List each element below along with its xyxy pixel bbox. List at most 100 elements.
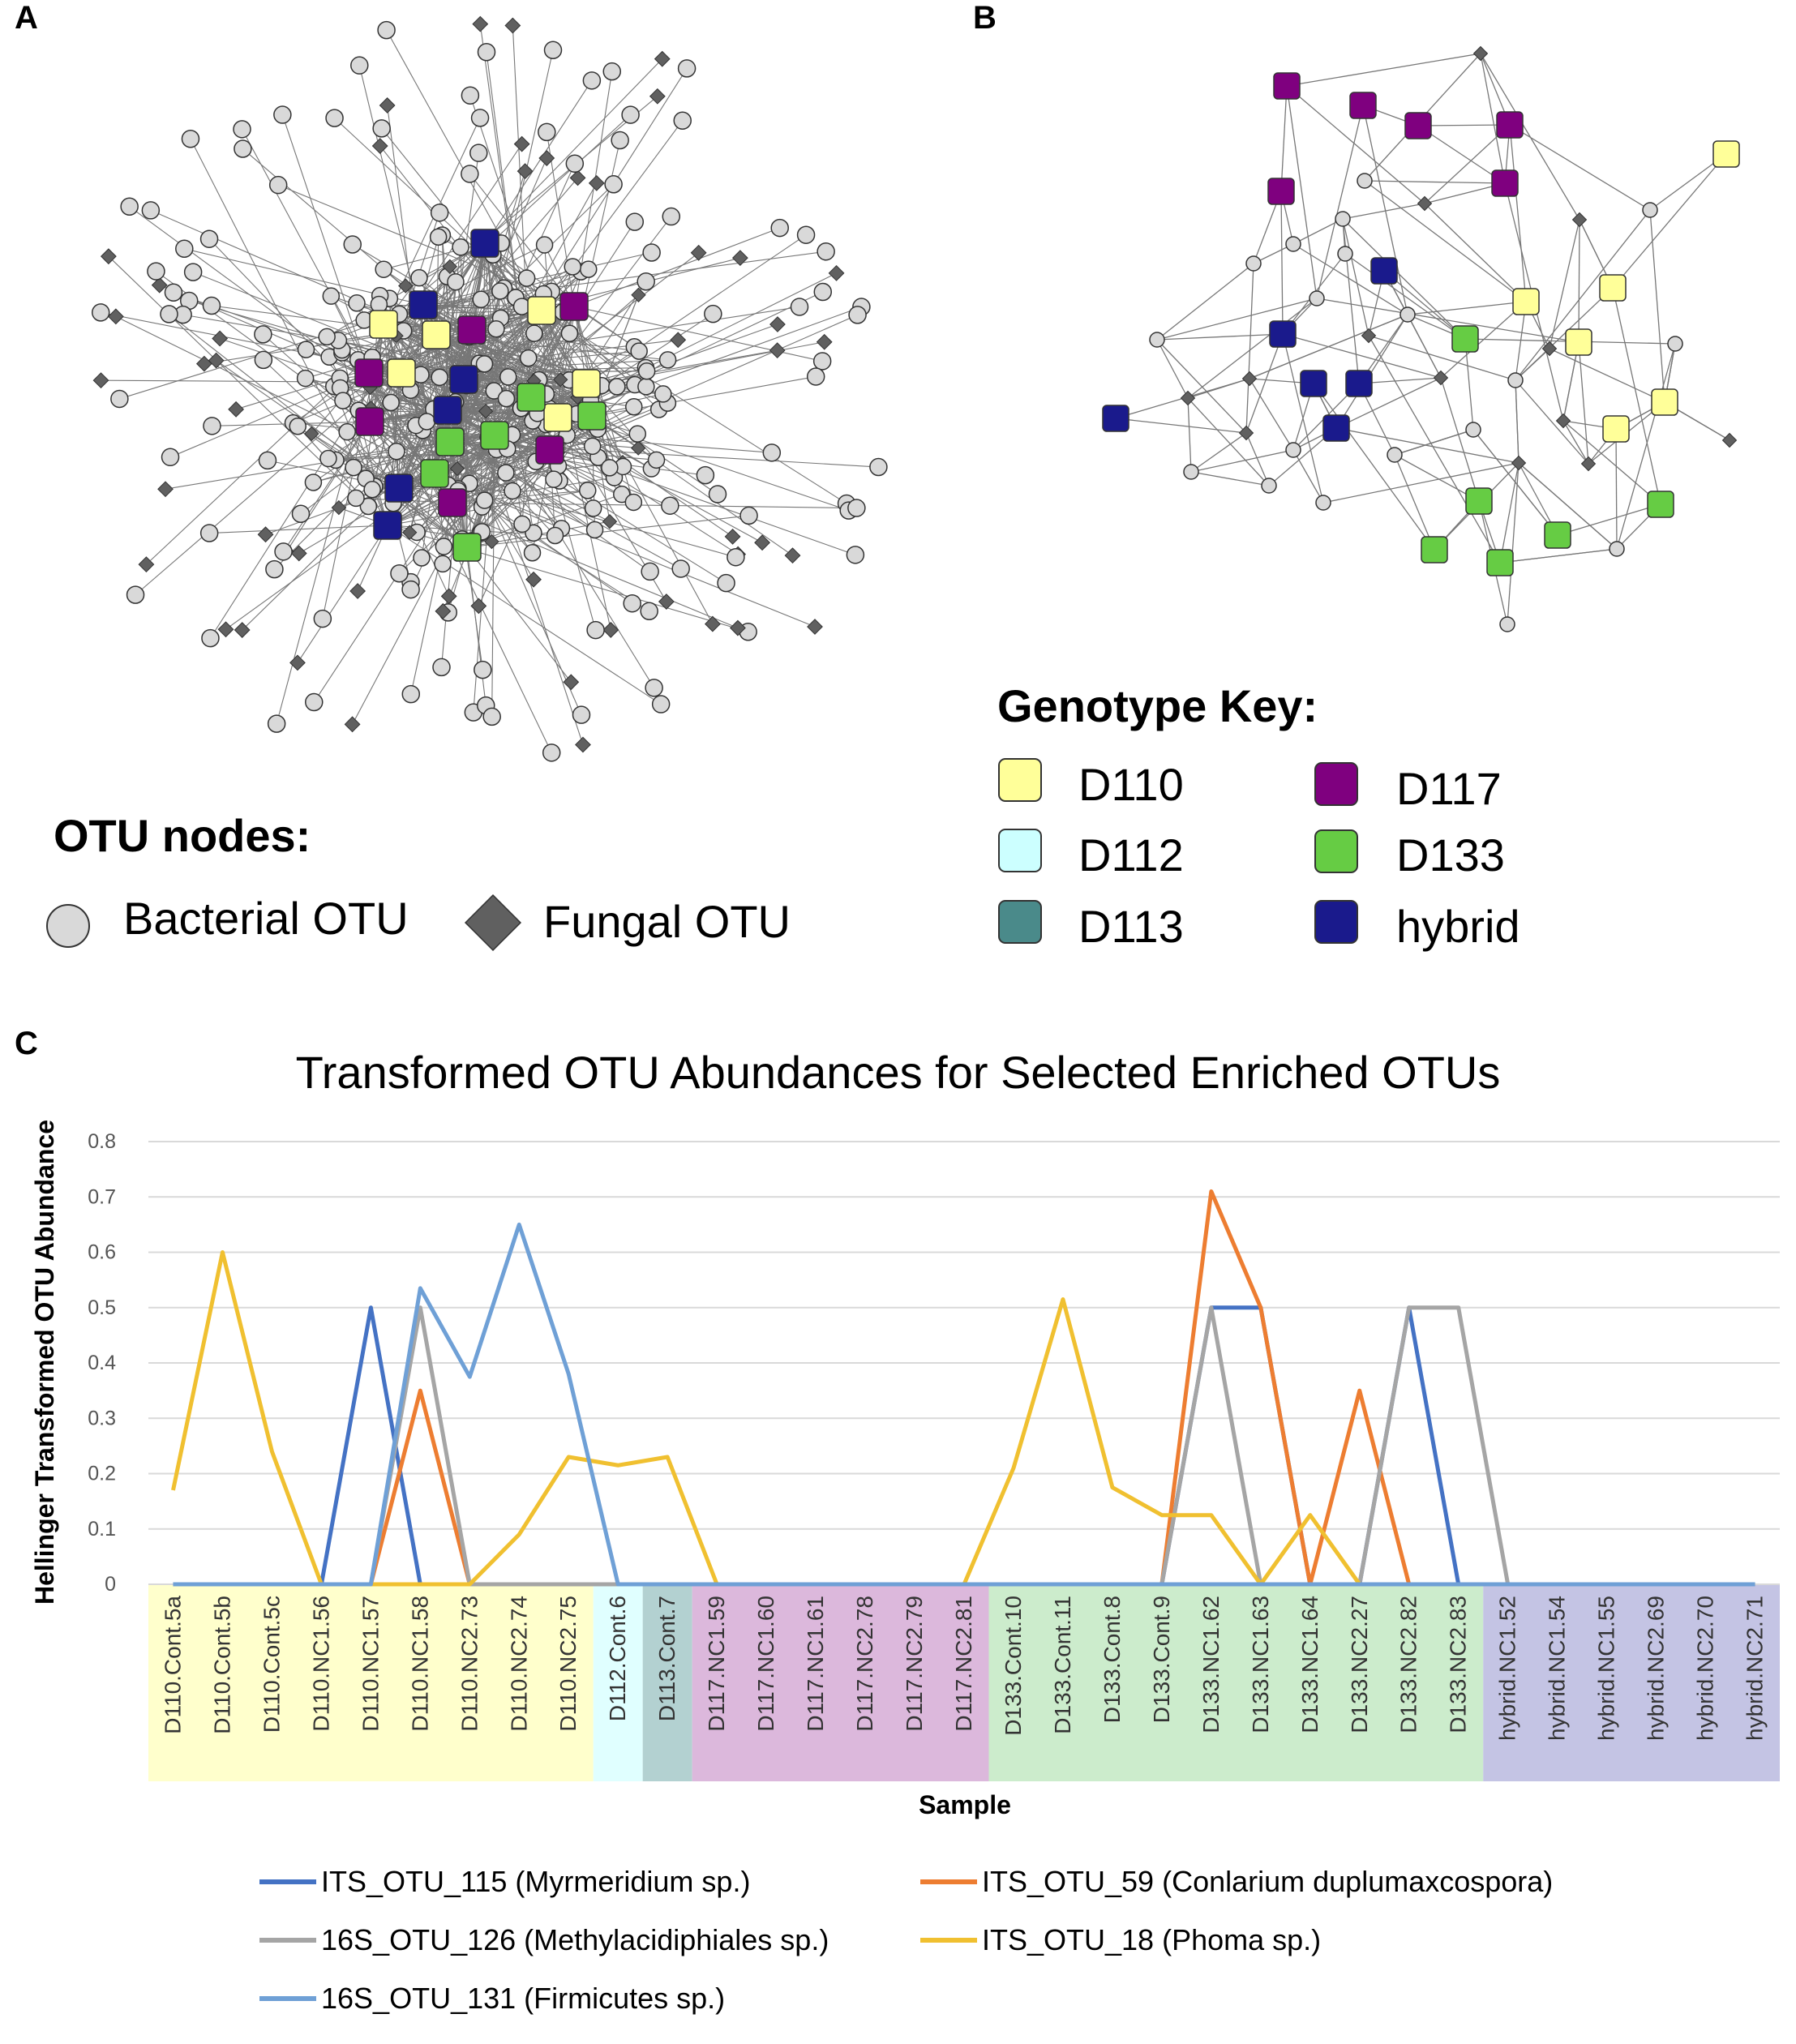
genotype-node (449, 365, 478, 394)
network-edge (1440, 377, 1480, 502)
legend-swatch (920, 1879, 977, 1884)
legend-label: 16S_OTU_131 (Firmicutes sp.) (321, 1982, 726, 2015)
genotype-node (1491, 169, 1519, 197)
genotype-node (1647, 491, 1674, 518)
genotype-node (387, 358, 416, 388)
network-edge (471, 329, 593, 417)
x-tick-label: D133.Cont.9 (1149, 1596, 1174, 1723)
bacterial-otu-node (564, 258, 582, 276)
fungal-otu-node (705, 615, 721, 632)
network-edge (398, 372, 402, 489)
network-edge (1156, 339, 1247, 434)
genotype-node (409, 290, 438, 319)
bacterial-otu-node (475, 355, 494, 373)
network-edge (1156, 263, 1254, 341)
bacterial-otu-node (604, 175, 623, 194)
genotype-swatch-d133 (1314, 829, 1358, 873)
fungal-otu-node (442, 259, 458, 275)
fungal-otu-node (470, 598, 487, 615)
bacterial-otu-node (296, 369, 315, 388)
bacterial-otu-node (348, 294, 366, 312)
network-edge (1383, 270, 1466, 340)
bacterial-otu-node (477, 43, 496, 62)
genotype-node (435, 427, 465, 456)
network-edge (557, 417, 733, 538)
network-edge (1156, 339, 1189, 399)
x-tick-label: D110.NC1.56 (308, 1596, 333, 1732)
fungal-otu-node (478, 403, 494, 419)
network-edge (1156, 333, 1284, 341)
network-edge (1245, 432, 1270, 486)
network-edge (398, 306, 575, 489)
bacterial-otu-node (637, 272, 655, 291)
bacterial-otu-node (432, 658, 451, 677)
bacterial-otu-node (637, 378, 655, 396)
network-edge (1344, 253, 1466, 340)
fungal-otu-node (517, 163, 534, 180)
bacterial-otu-node (625, 212, 645, 231)
bacterial-otu-node (708, 485, 727, 504)
bacterial-otu-node (535, 236, 554, 254)
fungal-otu-node (1241, 371, 1258, 387)
genotype-swatch-hybrid (1314, 900, 1358, 944)
y-tick-label: 0.2 (88, 1463, 116, 1485)
bacterial-otu-node (608, 378, 626, 396)
bacterial-otu-node (623, 593, 641, 613)
genotype-node (1651, 388, 1678, 416)
bacterial-otu-node (350, 56, 369, 75)
fungal-otu-node (828, 264, 845, 281)
bacterial-otu-node (1183, 464, 1199, 480)
genotype-node (384, 474, 414, 503)
network-edge (1549, 219, 1580, 349)
network-edge (1515, 379, 1589, 465)
bacterial-otu-node (812, 352, 832, 371)
network-edge (1282, 333, 1442, 379)
group-band-d133 (988, 1584, 1484, 1781)
bacterial-otu-node (1285, 442, 1301, 458)
fungal-otu-node (1238, 425, 1254, 441)
network-edge (371, 310, 542, 358)
bacterial-otu-node (175, 239, 194, 259)
y-tick-label: 0 (105, 1573, 116, 1596)
bacterial-otu-node (363, 480, 381, 499)
fungal-otu-node (107, 308, 124, 325)
network-edge (108, 255, 388, 526)
fungal-otu-node (228, 401, 244, 418)
network-edge (1342, 203, 1425, 220)
bacterial-otu-node (1261, 478, 1277, 494)
network-edge (1187, 298, 1318, 399)
bacterial-otu-node (160, 305, 178, 324)
bacterial-otu-node (388, 442, 405, 461)
bacterial-otu-node (203, 417, 221, 435)
bacterial-otu-node (347, 489, 365, 508)
bacterial-otu-node (413, 549, 431, 567)
bacterial-otu-node (434, 555, 452, 573)
network-edge (1187, 378, 1250, 399)
fungal-otu-node (525, 571, 542, 588)
genotype-node (1451, 325, 1479, 353)
network-edge (557, 291, 823, 418)
bacterial-otu-node (181, 129, 200, 148)
network-edge (1612, 153, 1727, 289)
bacterial-otu-node (91, 303, 110, 322)
network-edge (1286, 85, 1425, 204)
bacterial-otu-node (662, 207, 681, 226)
bacterial-otu-node (1357, 173, 1373, 189)
bacterial-otu-node (661, 496, 679, 515)
fungal-otu-node (504, 17, 521, 34)
bacterial-otu-node (1245, 255, 1262, 272)
bacterial-otu-node (817, 242, 835, 261)
network-edge (1358, 377, 1442, 384)
network-edge (1649, 209, 1665, 403)
fungal-otu-node (304, 426, 319, 442)
bacterial-otu-node (1507, 372, 1524, 388)
network-edge (1316, 105, 1364, 299)
network-edge (1115, 418, 1247, 434)
genotype-node (355, 407, 384, 436)
genotype-node (420, 459, 449, 488)
fungal-otu-node (1433, 370, 1449, 386)
bacterial-otu-node (641, 562, 659, 581)
network-edge (541, 310, 847, 504)
bacterial-otu-node (584, 499, 602, 517)
network-edge (466, 515, 749, 548)
